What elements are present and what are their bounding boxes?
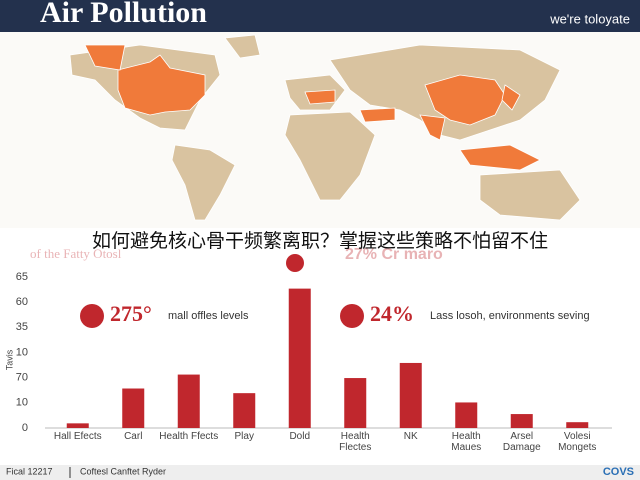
bar — [455, 402, 478, 428]
callout-text: mall offles levels — [168, 310, 249, 322]
world-map — [69, 34, 581, 221]
bar — [233, 393, 256, 428]
bar — [177, 374, 200, 428]
y-axis-text: 10 — [16, 397, 28, 409]
logo: COVS — [603, 466, 634, 478]
icon — [80, 304, 104, 328]
icon — [286, 254, 304, 272]
tagline: we're toloyate — [549, 11, 630, 26]
callout-figure: 24% — [370, 301, 414, 326]
x-tick-label: Volesi Mongets — [558, 431, 597, 453]
header-bar — [0, 0, 640, 32]
bar — [66, 423, 89, 428]
bar — [399, 362, 422, 428]
x-tick-label: Carl — [124, 431, 143, 442]
bar — [510, 414, 533, 428]
title: Air Pollution — [40, 0, 207, 29]
y-axis-text: 60 — [16, 296, 28, 308]
footer-text: Coftesl Canftet Ryder — [80, 466, 166, 476]
y-axis-text: 35 — [16, 321, 28, 333]
bar — [344, 378, 367, 428]
y-axis-text: 10 — [16, 346, 28, 358]
callout-text: Lass losoh, environments seving — [430, 310, 590, 322]
x-tick-label: NK — [403, 431, 418, 442]
y-axis-text: 65 — [16, 271, 28, 283]
x-tick-label: Dold — [289, 431, 311, 442]
x-tick-label: Health Maues — [451, 431, 482, 453]
bar — [566, 422, 589, 428]
x-tick-label: Hall Efects — [53, 431, 102, 442]
x-tick-label: Health Flectes — [339, 431, 372, 453]
bar — [288, 288, 311, 428]
bar — [122, 388, 145, 428]
overlay-heading: 如何避免核心骨干频繁离职？掌握这些策略不怕留不住 — [92, 230, 548, 252]
x-tick-label: Health Ffects — [159, 431, 219, 442]
footer-bar — [0, 465, 640, 480]
icon — [340, 304, 364, 328]
y-axis-text: 70 — [16, 372, 28, 384]
y-axis-text: 0 — [22, 422, 28, 434]
footer-text: Fical 12217 — [6, 466, 53, 476]
faded-text: 27% Cr maro — [345, 246, 443, 263]
x-tick-label: Play — [234, 431, 254, 442]
callout-figure: 275° — [110, 301, 152, 326]
y-axis-title: Tavis — [4, 349, 14, 370]
faded-text: of the Fatty Otosl — [30, 246, 122, 261]
x-tick-label: Arsel Damage — [502, 431, 541, 453]
